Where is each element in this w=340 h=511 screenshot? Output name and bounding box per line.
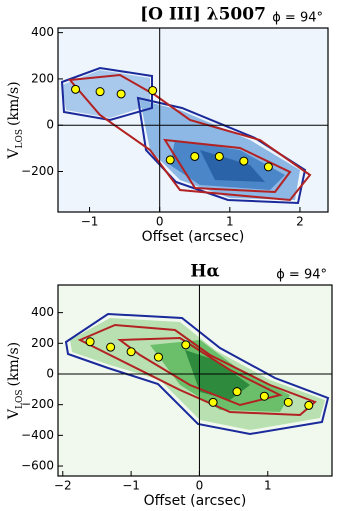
y-label-sub: LOS <box>15 129 25 149</box>
x-axis-label: Offset (arcsec) <box>142 229 245 245</box>
y-tick-label: −200 <box>21 397 54 411</box>
point <box>106 342 116 352</box>
y-label-main: V <box>6 408 22 420</box>
x-tick-label: 0 <box>156 215 164 229</box>
point <box>190 151 200 161</box>
point <box>214 151 224 161</box>
x-tick-label: 1 <box>264 479 272 493</box>
x-tick-label: 2 <box>296 215 304 229</box>
point <box>116 89 126 99</box>
y-tick-label: 400 <box>31 25 54 39</box>
point <box>283 397 293 407</box>
x-tick-label: −1 <box>81 215 99 229</box>
y-tick-label: 200 <box>31 336 54 350</box>
x-tick-label: −1 <box>122 479 140 493</box>
x-tick-label: 1 <box>226 215 234 229</box>
y-tick-label: 200 <box>31 71 54 85</box>
chart-title: [O III] λ5007 <box>140 5 266 25</box>
axes-frame <box>57 284 333 477</box>
point <box>239 156 249 166</box>
point <box>232 387 242 397</box>
y-tick-label: −400 <box>21 428 54 442</box>
y-axis-label: VLOS (km/s) <box>6 342 25 420</box>
x-tick-label: −2 <box>54 479 72 493</box>
point <box>95 87 105 97</box>
y-label-unit: (km/s) <box>6 81 22 126</box>
point <box>71 84 81 94</box>
y-label-main: V <box>6 148 22 160</box>
y-tick-label: 400 <box>31 305 54 319</box>
y-tick-label: −200 <box>21 164 54 178</box>
y-label-unit: (km/s) <box>6 342 22 387</box>
annotation: ϕ = 94° <box>276 268 327 283</box>
point <box>208 397 218 407</box>
x-tick-label: 0 <box>196 479 204 493</box>
point <box>304 400 314 410</box>
annotation: ϕ = 94° <box>272 11 323 26</box>
y-tick-label: 0 <box>46 118 54 132</box>
y-label-sub: LOS <box>15 389 25 409</box>
y-axis-label: VLOS (km/s) <box>6 81 25 159</box>
chart-title: Hα <box>190 262 219 282</box>
point <box>85 337 95 347</box>
y-tick-label: 0 <box>46 366 54 380</box>
point <box>165 155 175 165</box>
point <box>148 85 158 95</box>
point <box>153 352 163 362</box>
panel-1-image <box>58 28 328 212</box>
point <box>181 340 191 350</box>
x-axis-label: Offset (arcsec) <box>144 493 247 509</box>
point <box>126 347 136 357</box>
axes-frame <box>57 27 329 213</box>
point <box>259 391 269 401</box>
panel-2-image <box>58 285 332 476</box>
y-tick-label: −600 <box>21 459 54 473</box>
point <box>263 162 273 172</box>
